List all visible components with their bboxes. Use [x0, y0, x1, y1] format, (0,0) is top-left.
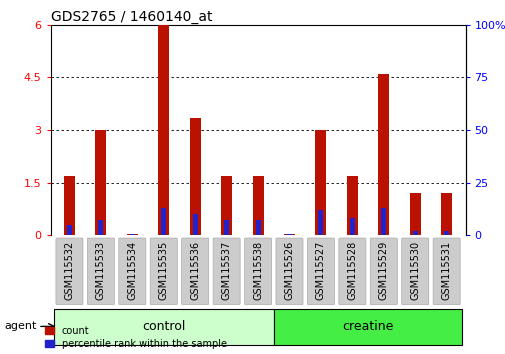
Bar [161, 208, 166, 235]
FancyBboxPatch shape [401, 238, 428, 304]
Text: GSM115533: GSM115533 [96, 241, 106, 300]
FancyBboxPatch shape [275, 238, 302, 304]
Bar [130, 234, 134, 235]
Legend: count, percentile rank within the sample: count, percentile rank within the sample [45, 326, 226, 349]
Text: GSM115528: GSM115528 [346, 241, 357, 300]
FancyBboxPatch shape [432, 238, 459, 304]
Bar [192, 214, 197, 235]
Bar [64, 176, 75, 235]
FancyBboxPatch shape [56, 238, 83, 304]
FancyBboxPatch shape [370, 238, 396, 304]
Text: GSM115531: GSM115531 [441, 241, 451, 300]
Bar [127, 234, 137, 235]
Bar [255, 221, 260, 235]
Bar [378, 74, 388, 235]
Bar [346, 176, 357, 235]
Bar [224, 221, 229, 235]
Bar [443, 231, 448, 235]
FancyBboxPatch shape [119, 238, 145, 304]
Bar [98, 221, 103, 235]
FancyBboxPatch shape [338, 238, 365, 304]
FancyBboxPatch shape [150, 238, 177, 304]
Bar [409, 193, 420, 235]
Text: GSM115536: GSM115536 [190, 241, 200, 300]
Text: creatine: creatine [342, 320, 393, 333]
Text: GSM115532: GSM115532 [64, 241, 74, 300]
FancyBboxPatch shape [244, 238, 271, 304]
Text: GSM115530: GSM115530 [410, 241, 419, 300]
Bar [349, 218, 354, 235]
Text: GSM115534: GSM115534 [127, 241, 137, 300]
Text: GSM115527: GSM115527 [315, 241, 325, 300]
FancyBboxPatch shape [213, 238, 240, 304]
FancyBboxPatch shape [181, 238, 208, 304]
Bar [381, 208, 385, 235]
Bar [158, 25, 169, 235]
Text: GSM115537: GSM115537 [221, 241, 231, 300]
Text: GSM115529: GSM115529 [378, 241, 388, 300]
Bar [440, 193, 451, 235]
Text: GSM115535: GSM115535 [159, 241, 169, 300]
Bar [67, 225, 72, 235]
Text: GSM115526: GSM115526 [284, 241, 294, 300]
Bar [315, 130, 326, 235]
Bar [95, 130, 106, 235]
Bar [318, 210, 323, 235]
Bar [286, 234, 291, 235]
Text: agent: agent [4, 321, 36, 331]
Bar [189, 118, 200, 235]
FancyBboxPatch shape [54, 309, 273, 345]
FancyBboxPatch shape [273, 309, 462, 345]
Text: GDS2765 / 1460140_at: GDS2765 / 1460140_at [50, 10, 212, 24]
Bar [412, 231, 417, 235]
FancyBboxPatch shape [87, 238, 114, 304]
Bar [252, 176, 263, 235]
Text: control: control [142, 320, 185, 333]
Bar [221, 176, 232, 235]
Bar [283, 234, 294, 235]
FancyBboxPatch shape [307, 238, 334, 304]
Text: GSM115538: GSM115538 [252, 241, 263, 300]
